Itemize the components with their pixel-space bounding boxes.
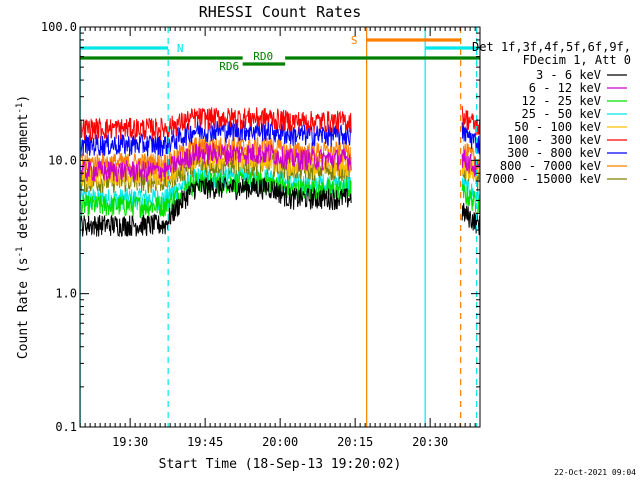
legend-entry-label: 7000 - 15000 keV	[485, 172, 601, 186]
legend-header: FDecim 1, Att 0	[523, 53, 631, 67]
series-trace	[79, 141, 352, 183]
y-tick-label: 0.1	[55, 420, 77, 434]
series-trace	[79, 177, 352, 238]
y-tick-label: 100.0	[41, 20, 77, 34]
legend: Det 1f,3f,4f,5f,6f,9f,FDecim 1, Att 03 -…	[472, 40, 631, 186]
x-tick-label: 20:15	[337, 435, 373, 449]
x-tick-label: 19:45	[187, 435, 223, 449]
series-trace	[79, 107, 352, 142]
footer-timestamp: 22-Oct-2021 09:04	[554, 468, 636, 477]
legend-entry-label: 100 - 300 keV	[507, 133, 601, 147]
legend-entry-label: 300 - 800 keV	[507, 146, 601, 160]
series-trace	[79, 119, 352, 157]
legend-entry-label: 3 - 6 keV	[536, 68, 601, 82]
chart-title: RHESSI Count Rates	[199, 3, 362, 21]
x-axis-label: Start Time (18-Sep-13 19:20:02)	[159, 457, 402, 472]
legend-header: Det 1f,3f,4f,5f,6f,9f,	[472, 40, 631, 54]
flag-label: S	[351, 34, 358, 47]
series-trace	[79, 171, 352, 219]
series-trace	[461, 122, 481, 155]
x-tick-label: 19:30	[112, 435, 148, 449]
flag-label: N	[177, 42, 184, 55]
y-axis-label: Count Rate (s-1 detector segment-1)	[15, 95, 31, 359]
legend-entry-label: 50 - 100 keV	[514, 120, 601, 134]
x-tick-label: 20:00	[262, 435, 298, 449]
legend-entry-label: 6 - 12 keV	[529, 81, 601, 95]
x-tick-label: 20:30	[412, 435, 448, 449]
flag-label: RD6	[219, 60, 239, 73]
data-layer	[79, 105, 481, 238]
flag-label: RD0	[253, 50, 273, 63]
y-tick-label: 1.0	[55, 287, 77, 301]
legend-entry-label: 800 - 7000 keV	[500, 159, 601, 173]
y-tick-label: 10.0	[48, 153, 77, 167]
legend-entry-label: 12 - 25 keV	[522, 94, 601, 108]
axes-layer: 100.0 10.0 1.0 0.1 19:30 19:45 20:00 20:15 20:30	[41, 20, 480, 449]
legend-entry-label: 25 - 50 keV	[522, 107, 601, 121]
